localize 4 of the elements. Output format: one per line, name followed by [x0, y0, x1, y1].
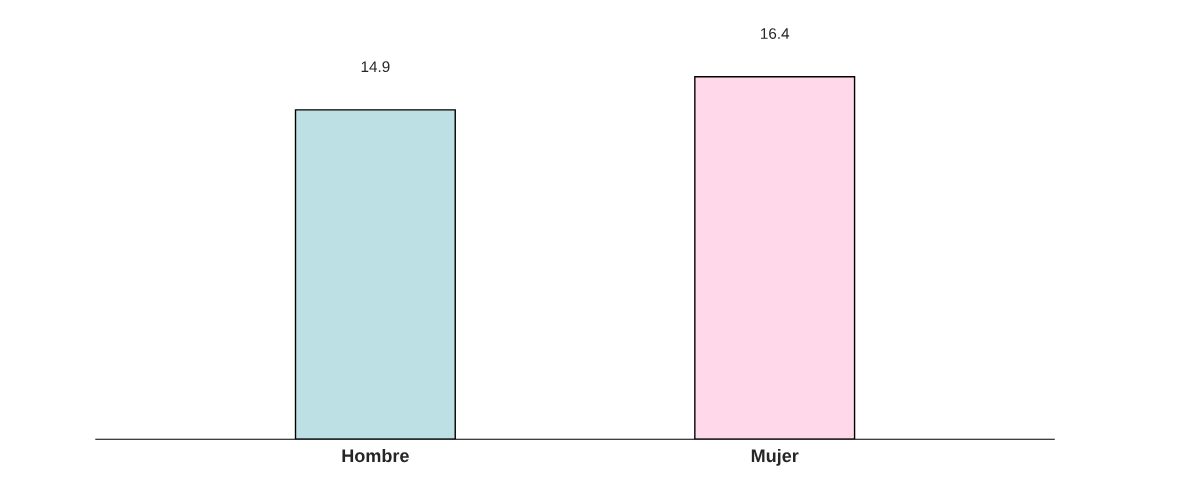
x-tick-label: Hombre [342, 448, 409, 463]
x-tick-label: Mujer [751, 448, 799, 466]
data-label: 14.9 [361, 61, 390, 73]
data-label: 16.4 [761, 28, 790, 39]
